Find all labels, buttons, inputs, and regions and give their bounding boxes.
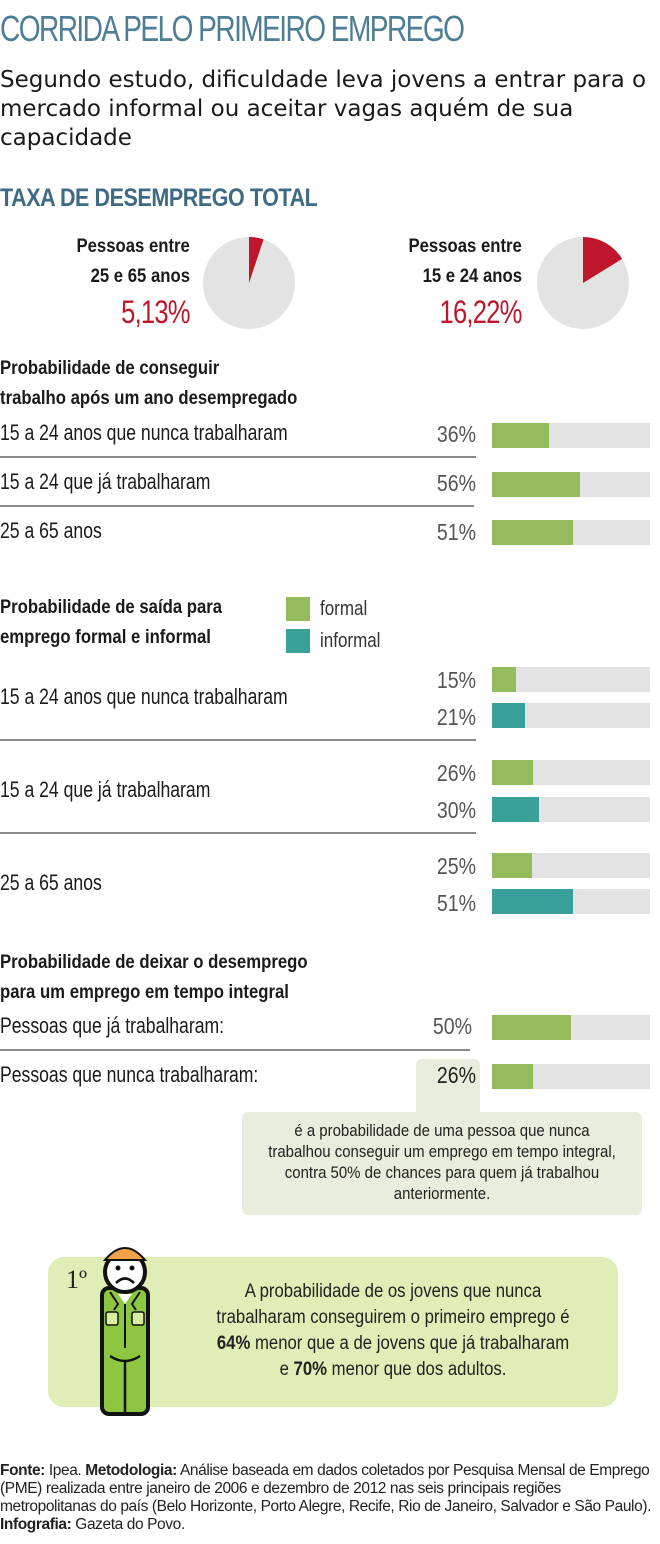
after-year-row-label: 15 a 24 anos que nunca trabalharam — [0, 420, 288, 445]
after-year-bar — [492, 472, 581, 497]
pie-label-line1: Pessoas entre — [408, 236, 522, 257]
highlight-bold-value: 64% — [216, 1333, 251, 1354]
legend-formal-label: formal — [320, 598, 368, 620]
fulltime-row-label: Pessoas que já trabalharam: — [0, 1013, 225, 1038]
pie-value: 16,22% — [439, 294, 523, 330]
footer-method-label: Metodologia: — [85, 1462, 177, 1479]
unemployment-heading: TAXA DE DESEMPREGO TOTAL — [0, 184, 318, 212]
worker-icon — [100, 1247, 150, 1416]
exit-informal-value: 21% — [436, 704, 476, 730]
fulltime-bar-track — [492, 1064, 650, 1089]
after-year-bar — [492, 423, 549, 448]
exit-formal-value: 25% — [436, 853, 476, 879]
fulltime-row-value: 26% — [436, 1062, 476, 1088]
exit-informal-bar — [492, 703, 526, 728]
fulltime-bar — [492, 1064, 534, 1089]
exit-row-label: 15 a 24 que já trabalharam — [0, 777, 211, 802]
footer-source-label: Fonte: — [0, 1462, 45, 1479]
first-badge: 1º — [66, 1265, 88, 1294]
legend-informal-label: informal — [320, 630, 381, 652]
exit-informal-value: 51% — [436, 890, 476, 916]
pie-label-line1: Pessoas entre — [76, 236, 190, 257]
exit-informal-track — [492, 797, 650, 822]
page-title: CORRIDA PELO PRIMEIRO EMPREGO — [0, 8, 465, 49]
highlight-text-part: A probabilidade de os jovens que nunca t… — [216, 1281, 570, 1328]
exit-row-label: 15 a 24 anos que nunca trabalharam — [0, 684, 288, 709]
fulltime-heading-line2: para um emprego em tempo integral — [0, 982, 289, 1003]
exit-informal-track — [492, 889, 650, 914]
highlight-text: A probabilidade de os jovens que nunca t… — [188, 1279, 598, 1383]
pie-chart-15-24 — [537, 237, 629, 329]
callout-text-content: é a probabilidade de uma pessoa que nunc… — [268, 1121, 616, 1203]
exit-heading-line1: Probabilidade de saída para — [0, 597, 223, 618]
exit-informal-track — [492, 703, 650, 728]
footer-method: Análise baseada em dados coletados por P… — [0, 1462, 651, 1515]
after-year-heading-line2: trabalho após um ano desempregado — [0, 388, 298, 409]
page-subtitle: Segundo estudo, dificuldade leva jovens … — [0, 67, 647, 151]
exit-formal-track — [492, 760, 650, 785]
row-divider — [0, 456, 476, 458]
footer-credits: Fonte: Ipea. Metodologia: Análise basead… — [0, 1462, 660, 1534]
exit-formal-track — [492, 853, 650, 878]
row-divider — [0, 832, 476, 834]
highlight-bold-value: 70% — [293, 1359, 328, 1380]
exit-formal-value: 15% — [436, 667, 476, 693]
after-year-row-label: 15 a 24 que já trabalharam — [0, 469, 211, 494]
exit-heading-line2: emprego formal e informal — [0, 627, 211, 648]
exit-formal-value: 26% — [436, 760, 476, 786]
callout-box — [242, 1112, 642, 1215]
after-year-row-label: 25 a 65 anos — [0, 518, 102, 543]
pie-chart-25-65 — [203, 237, 295, 329]
footer-credit-label: Infografia: — [0, 1516, 72, 1533]
exit-formal-track — [492, 667, 650, 692]
fulltime-row-label: Pessoas que nunca trabalharam: — [0, 1062, 259, 1087]
exit-informal-value: 30% — [436, 797, 476, 823]
after-year-bar — [492, 520, 573, 545]
fulltime-heading-line1: Probabilidade de deixar o desemprego — [0, 952, 308, 973]
callout-tab — [416, 1059, 480, 1115]
fulltime-row-value: 50% — [432, 1013, 472, 1039]
fulltime-bar-track — [492, 1015, 650, 1040]
exit-informal-bar — [492, 889, 573, 914]
exit-row-label: 25 a 65 anos — [0, 870, 102, 895]
row-divider — [0, 1049, 470, 1051]
fulltime-bar — [492, 1015, 571, 1040]
exit-formal-bar — [492, 667, 516, 692]
pie-label-line2: 15 e 24 anos — [422, 266, 522, 287]
after-year-row-value: 56% — [436, 470, 476, 496]
row-divider — [0, 505, 474, 507]
after-year-row-value: 51% — [436, 519, 476, 545]
exit-informal-bar — [492, 797, 540, 822]
callout-text: é a probabilidade de uma pessoa que nunc… — [242, 1120, 642, 1204]
highlight-text-part: menor que a de jovens que já trabalharam… — [250, 1333, 570, 1380]
after-year-row-value: 36% — [436, 421, 476, 447]
pie-label-line2: 25 e 65 anos — [90, 266, 190, 287]
pie-unemployed-slice — [249, 237, 264, 283]
pie-unemployed-slice — [583, 237, 623, 283]
exit-formal-bar — [492, 853, 532, 878]
exit-formal-bar — [492, 760, 534, 785]
footer-source: Ipea. — [44, 1462, 86, 1479]
after-year-heading-line1: Probabilidade de conseguir — [0, 358, 220, 379]
legend-formal-swatch — [286, 597, 310, 621]
after-year-bar-track — [492, 423, 650, 448]
legend-informal-swatch — [286, 629, 310, 653]
row-divider — [0, 739, 476, 741]
highlight-text-part: menor que dos adultos. — [327, 1359, 507, 1380]
pie-value: 5,13% — [121, 294, 190, 330]
after-year-bar-track — [492, 472, 650, 497]
footer-credit: Gazeta do Povo. — [71, 1516, 185, 1533]
after-year-bar-track — [492, 520, 650, 545]
